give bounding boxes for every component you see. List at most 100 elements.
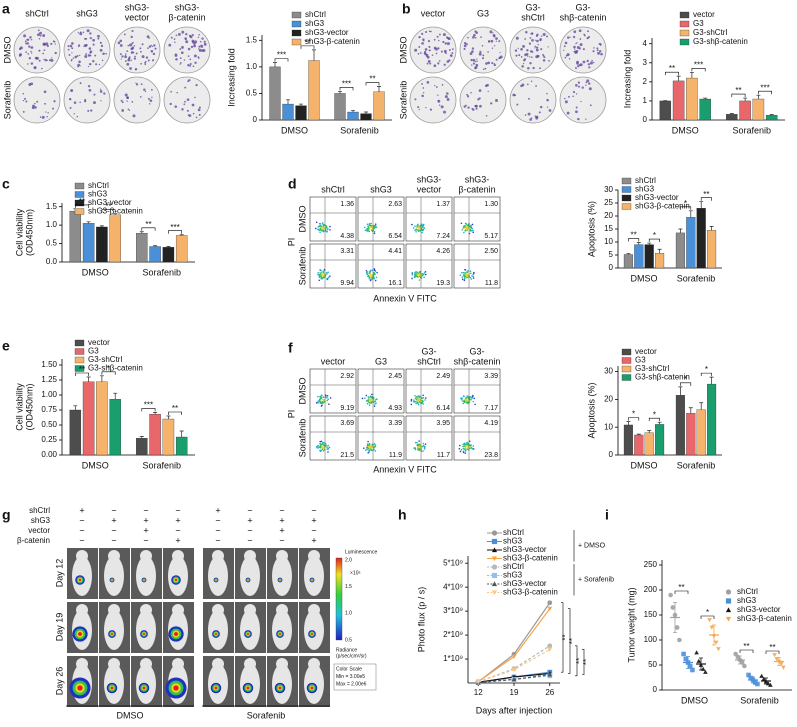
colony	[201, 37, 204, 40]
colony	[495, 40, 498, 42]
colony	[79, 101, 81, 104]
flow-event	[320, 275, 322, 278]
colony	[126, 62, 130, 66]
flow-event	[418, 447, 420, 450]
error-bar	[99, 225, 104, 227]
flow-event	[371, 226, 373, 229]
flow-event	[367, 274, 370, 277]
colony	[578, 29, 582, 33]
colony	[179, 63, 181, 65]
colony	[526, 49, 529, 52]
colony	[119, 44, 123, 47]
sign: +	[143, 515, 148, 525]
colony	[77, 63, 80, 67]
legend-label: shG3	[88, 190, 108, 199]
colony	[184, 100, 186, 103]
quadrant-value: 4.93	[388, 405, 402, 412]
colony	[102, 52, 105, 56]
flow-event	[425, 397, 427, 399]
colony	[431, 54, 434, 56]
colony	[572, 95, 574, 98]
y-tick-label: 4	[643, 39, 648, 48]
colony	[135, 52, 138, 55]
colony	[535, 85, 537, 87]
flow-plot	[453, 196, 501, 242]
colony	[478, 89, 482, 92]
colony	[542, 59, 546, 62]
flow-event	[410, 403, 413, 406]
y-tick-label: 50	[648, 660, 657, 669]
colony	[23, 34, 27, 38]
flow-plot	[405, 196, 453, 242]
quadrant-value: 3.39	[484, 373, 498, 380]
flow-event	[418, 273, 421, 275]
colony	[542, 33, 546, 37]
colony	[472, 36, 475, 39]
colony	[476, 60, 478, 62]
colony	[482, 68, 485, 71]
panel-letter: a	[2, 1, 10, 17]
flow-event	[366, 273, 368, 275]
colony	[591, 59, 593, 62]
flow-event	[327, 447, 330, 450]
colony	[79, 32, 83, 36]
legend-label: shG3-β-catenin	[503, 588, 558, 597]
flow-event	[463, 231, 465, 234]
flow-event	[326, 446, 328, 448]
colony	[529, 37, 532, 39]
flow-event	[417, 223, 419, 226]
mouse-head	[172, 550, 184, 562]
bar	[726, 114, 738, 121]
mouse	[240, 556, 260, 596]
bar	[675, 232, 685, 269]
color-bar	[335, 557, 343, 641]
quadrant-value: 3.95	[436, 420, 450, 427]
signal	[279, 579, 281, 581]
legend-swatch	[621, 194, 632, 202]
flow-event	[421, 445, 423, 448]
point	[759, 673, 764, 678]
colony	[181, 108, 184, 111]
colony	[133, 57, 137, 60]
x-tick-label: DMSO	[82, 267, 109, 277]
bar	[82, 223, 95, 263]
colony	[446, 98, 450, 101]
colony	[514, 49, 518, 52]
bar	[360, 113, 372, 121]
flow-event	[319, 231, 321, 234]
sign: −	[111, 535, 116, 545]
colony	[495, 58, 498, 61]
column-label: G3-	[525, 2, 540, 12]
sign: −	[247, 505, 252, 515]
colony	[93, 101, 96, 105]
colony	[190, 45, 194, 49]
mouse	[272, 610, 292, 650]
flow-event	[369, 275, 372, 278]
flow-event	[423, 227, 426, 229]
y-axis-label: Tumor weight (mg)	[626, 587, 636, 662]
signal	[247, 633, 249, 635]
colony	[19, 46, 23, 50]
sign: +	[311, 515, 316, 525]
error-bar	[139, 231, 144, 234]
colony	[22, 92, 25, 95]
bar	[347, 111, 359, 121]
flow-event	[319, 228, 322, 230]
colony	[127, 108, 130, 111]
flow-event	[467, 401, 470, 404]
flow-event	[423, 276, 425, 279]
flow-event	[373, 447, 375, 449]
flow-event	[414, 274, 416, 277]
legend-label: vector	[88, 338, 110, 347]
colony	[47, 112, 49, 114]
colony	[492, 32, 494, 34]
bar	[162, 418, 175, 456]
flow-plot	[309, 368, 357, 414]
mouse-head	[308, 604, 320, 616]
colony	[592, 50, 595, 53]
error-bar	[709, 226, 714, 231]
flow-event	[371, 278, 373, 281]
colony	[41, 115, 45, 119]
bar	[699, 98, 711, 121]
colony-plate	[559, 26, 607, 74]
